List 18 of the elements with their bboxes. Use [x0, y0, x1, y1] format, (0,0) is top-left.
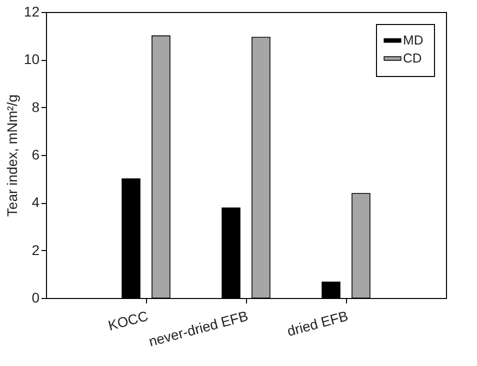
bar — [122, 178, 140, 298]
x-tick-label: KOCC — [106, 308, 150, 334]
bar — [252, 36, 270, 298]
y-tick-label: 12 — [24, 4, 40, 20]
y-axis-title: Tear index, mNm²/g — [4, 94, 20, 217]
y-tick-label: 10 — [24, 51, 40, 68]
bar — [322, 282, 340, 298]
legend-label: MD — [403, 32, 424, 48]
bar — [352, 192, 370, 298]
y-tick-label: 2 — [32, 242, 40, 258]
bar — [222, 208, 240, 298]
legend-label: CD — [403, 50, 422, 66]
y-tick-label: 0 — [32, 290, 40, 306]
bar — [152, 35, 170, 298]
x-tick-label: dried EFB — [285, 308, 350, 340]
y-tick-label: 8 — [32, 98, 40, 115]
y-tick-label: 6 — [32, 146, 40, 162]
y-tick-label: 4 — [32, 194, 40, 210]
